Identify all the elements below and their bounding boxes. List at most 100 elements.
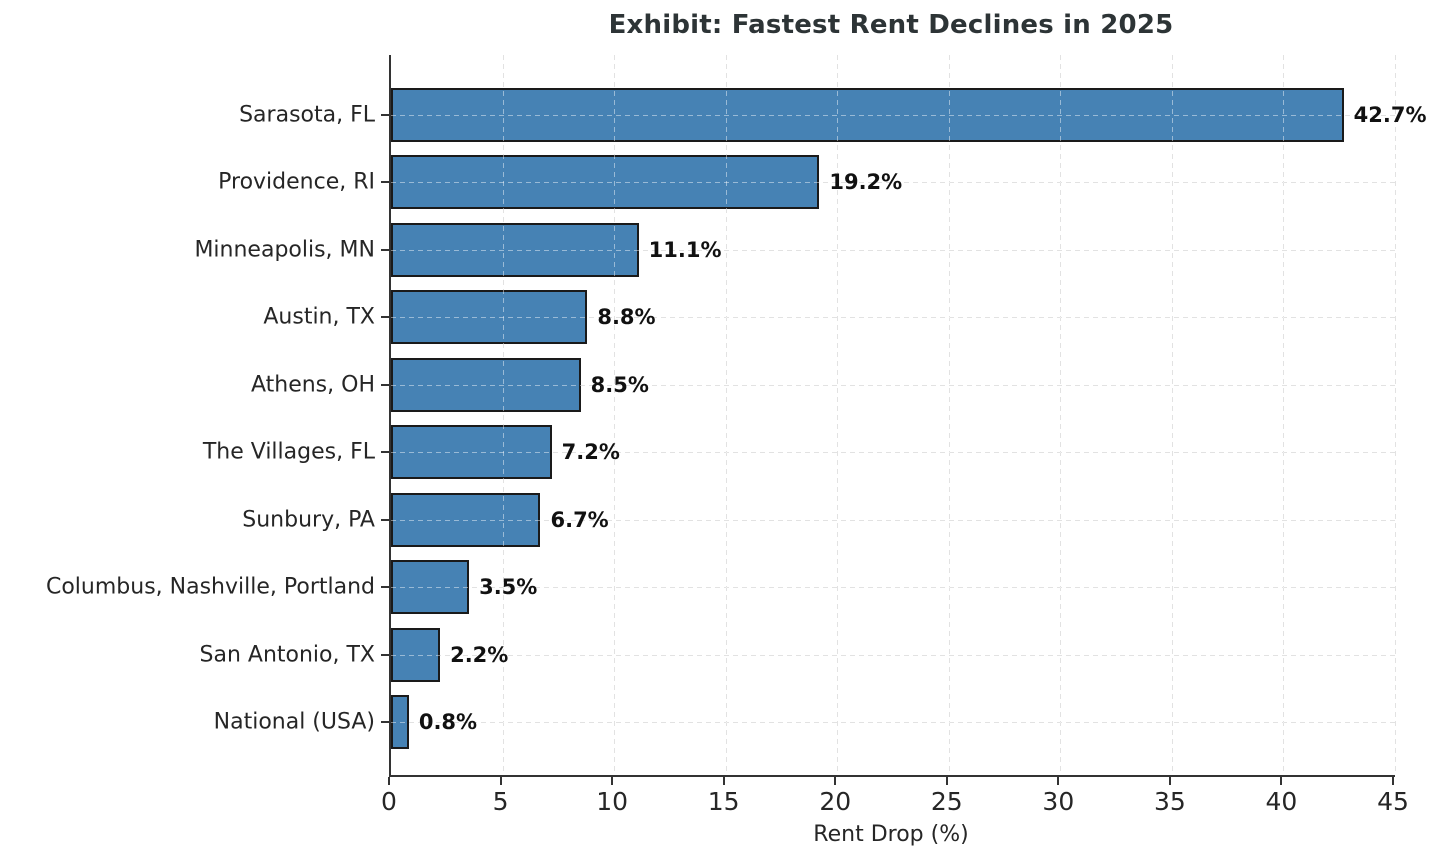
x-tick-label: 30 — [1042, 787, 1075, 816]
y-tick-mark — [381, 586, 389, 588]
bar-athens-oh — [391, 357, 581, 412]
y-tick-mark — [381, 451, 389, 453]
bar-sarasota-fl — [391, 87, 1344, 142]
category-label: San Antonio, TX — [199, 642, 375, 667]
y-tick-mark — [381, 248, 389, 251]
gridline-horizontal-overlay — [391, 317, 1395, 318]
gridline-horizontal-overlay — [391, 587, 1395, 588]
bar-value-label: 2.2% — [450, 642, 509, 667]
gridline-horizontal-overlay — [391, 519, 1395, 521]
gridline-horizontal — [391, 587, 1395, 588]
y-tick-mark — [381, 383, 389, 386]
x-tick-mark — [945, 777, 948, 785]
bar-columbus-nashville-portland — [391, 560, 470, 614]
gridline-vertical — [1395, 55, 1396, 775]
category-label: Columbus, Nashville, Portland — [45, 574, 375, 600]
x-tick-label: 45 — [1377, 787, 1409, 816]
x-tick-mark — [611, 777, 614, 785]
x-tick-label: 25 — [930, 787, 963, 816]
category-label: Providence, RI — [218, 169, 375, 195]
x-tick-mark — [722, 777, 725, 785]
gridline-vertical — [502, 55, 504, 775]
bar-value-label: 11.1% — [648, 237, 722, 262]
category-label: National (USA) — [213, 709, 375, 735]
category-label: Austin, TX — [263, 304, 375, 330]
category-label: Athens, OH — [250, 372, 375, 397]
gridline-vertical — [1283, 55, 1285, 775]
bar-value-label: 19.2% — [829, 170, 903, 194]
bar-national-usa- — [391, 695, 409, 749]
y-tick-mark — [381, 181, 389, 183]
x-axis-title: Rent Drop (%) — [813, 822, 969, 847]
gridline-vertical — [1395, 55, 1396, 775]
gridline-horizontal — [391, 722, 1395, 723]
gridline-vertical — [1283, 55, 1285, 775]
gridline-vertical — [837, 55, 839, 775]
x-tick-mark — [1057, 777, 1060, 785]
bar-value-label: 8.8% — [597, 305, 656, 329]
gridline-vertical — [502, 55, 504, 775]
x-tick-mark — [834, 777, 837, 785]
gridline-vertical — [725, 55, 727, 775]
gridline-vertical — [614, 55, 616, 775]
gridline-vertical — [614, 55, 616, 775]
bar-value-label: 6.7% — [550, 507, 609, 532]
category-label: Sunbury, PA — [242, 507, 375, 532]
gridline-vertical — [1171, 55, 1173, 775]
y-tick-mark — [381, 316, 389, 318]
x-tick-label: 20 — [819, 787, 852, 816]
category-label: Minneapolis, MN — [194, 237, 375, 262]
gridline-horizontal — [391, 452, 1395, 453]
gridline-vertical — [1060, 55, 1062, 775]
gridline-horizontal — [391, 317, 1395, 318]
bar-austin-tx — [391, 290, 588, 344]
x-tick-mark — [1280, 777, 1283, 785]
gridline-horizontal — [391, 384, 1395, 386]
x-tick-label: 35 — [1153, 787, 1186, 816]
gridline-vertical — [1171, 55, 1173, 775]
bar-value-label: 8.5% — [590, 372, 649, 397]
x-tick-label: 0 — [381, 787, 397, 816]
x-tick-label: 5 — [492, 787, 509, 816]
plot-area: 42.7% 19.2% 11.1% 8.8% 8.5% 7.2% 6.7% 3.5% 2.2% 0… — [389, 55, 1427, 777]
y-tick-mark — [381, 721, 389, 723]
x-tick-label: 40 — [1265, 787, 1298, 816]
bar-sunbury-pa — [391, 492, 541, 547]
bar-minneapolis-mn — [391, 222, 639, 277]
bar-providence-ri — [391, 155, 820, 209]
gridline-vertical — [837, 55, 839, 775]
gridline-horizontal-overlay — [391, 384, 1395, 386]
gridline-vertical — [1060, 55, 1062, 775]
bar-value-label: 42.7% — [1353, 102, 1427, 127]
gridline-horizontal — [391, 182, 1395, 183]
bar-value-label: 3.5% — [479, 575, 538, 599]
gridline-vertical — [948, 55, 950, 775]
bar-value-label: 0.8% — [418, 710, 478, 734]
gridline-horizontal — [391, 654, 1395, 656]
x-tick-label: 15 — [707, 787, 740, 816]
gridline-horizontal — [391, 249, 1395, 251]
category-label: Sarasota, FL — [239, 102, 375, 127]
y-tick-mark — [381, 653, 389, 656]
category-label: The Villages, FL — [202, 439, 375, 465]
chart-title: Exhibit: Fastest Rent Declines in 2025 — [608, 10, 1174, 40]
gridline-horizontal-overlay — [391, 452, 1395, 453]
gridline-horizontal — [391, 519, 1395, 521]
x-tick-mark — [1392, 777, 1394, 785]
gridline-horizontal-overlay — [391, 182, 1395, 183]
gridline-horizontal-overlay — [391, 114, 1395, 116]
gridline-vertical — [725, 55, 727, 775]
x-tick-mark — [1168, 777, 1171, 785]
y-tick-mark — [381, 113, 389, 116]
gridline-horizontal-overlay — [391, 249, 1395, 251]
gridline-horizontal-overlay — [391, 654, 1395, 656]
bar-san-antonio-tx — [391, 627, 441, 682]
gridline-horizontal-overlay — [391, 722, 1395, 723]
x-tick-mark — [499, 777, 502, 785]
gridline-vertical — [948, 55, 950, 775]
x-tick-label: 10 — [596, 787, 629, 816]
bar-value-label: 7.2% — [561, 440, 620, 464]
bar-the-villages-fl — [391, 425, 552, 479]
y-tick-mark — [381, 518, 389, 521]
